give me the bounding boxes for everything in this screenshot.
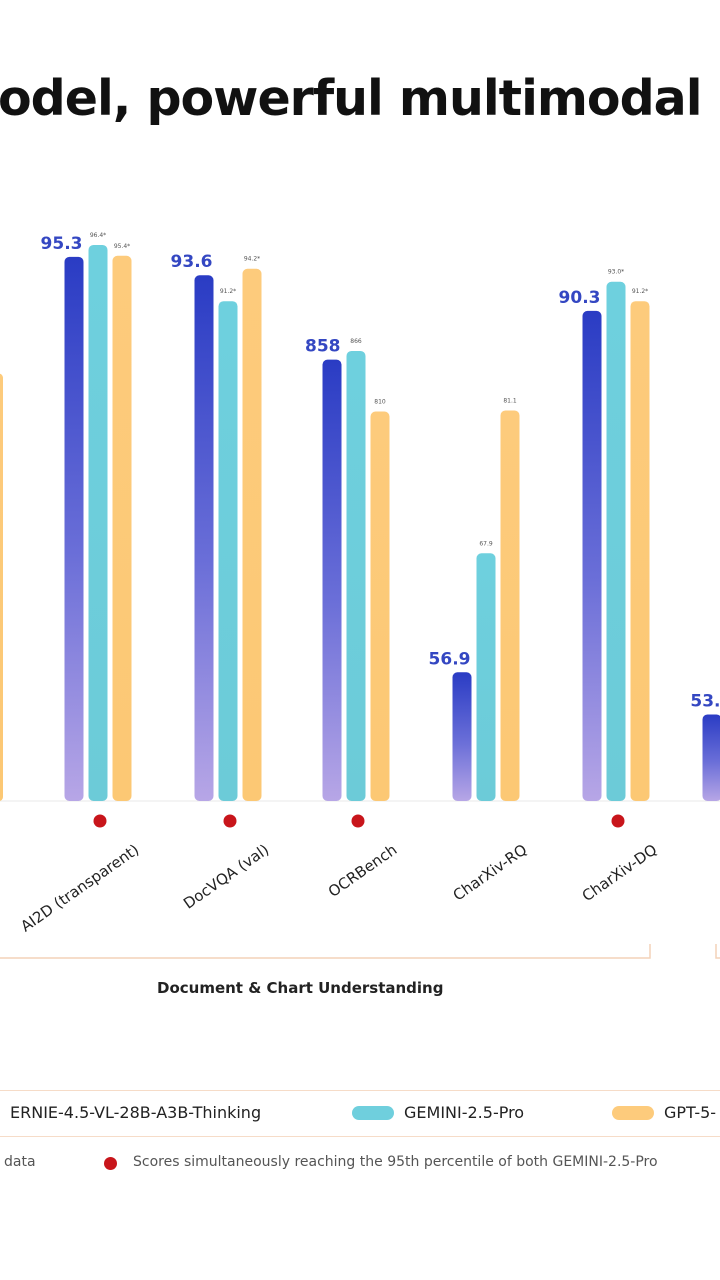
value-label-0-1: 93.6 <box>171 252 213 272</box>
bar-2-4 <box>630 301 650 801</box>
note-dot-text: Scores simultaneously reaching the 95th … <box>133 1154 658 1170</box>
value-label-2-2: 810 <box>374 399 386 406</box>
highlight-dot-2 <box>351 814 365 828</box>
bar-1-4 <box>606 281 626 801</box>
value-label-1-0: 96.4* <box>90 232 106 239</box>
value-label-0-0: 95.3 <box>41 234 83 254</box>
value-label-2-0: 95.4* <box>114 243 130 250</box>
value-label-0-3: 56.9 <box>429 649 471 669</box>
group-label: Document & Chart Understanding <box>157 979 444 997</box>
legend-swatch-gpt <box>612 1106 654 1120</box>
legend-label-gemini: GEMINI-2.5-Pro <box>404 1103 525 1122</box>
value-label-1-4: 93.0* <box>608 269 624 276</box>
value-label-1-1: 91.2* <box>220 288 236 295</box>
note-left: data <box>4 1154 36 1170</box>
legend-swatch-gemini <box>352 1106 394 1120</box>
tick-label-2: OCRBench <box>325 841 400 901</box>
highlight-dot-4 <box>611 814 625 828</box>
bar-partial-gpt <box>0 373 3 801</box>
bar-2-2 <box>370 411 390 801</box>
tick-label-4: CharXiv-DQ <box>579 841 661 906</box>
value-label-0-5: 53. <box>690 691 720 711</box>
legend-label-gpt: GPT-5- <box>664 1103 717 1122</box>
legend-label-ernie: ERNIE-4.5-VL-28B-A3B-Thinking <box>10 1103 262 1122</box>
bar-2-1 <box>242 268 262 801</box>
bar-0-2 <box>322 359 342 801</box>
bar-2-3 <box>500 410 520 801</box>
bar-2-0 <box>112 255 132 801</box>
bar-1-0 <box>88 244 108 802</box>
bar-1-2 <box>346 350 366 801</box>
bar-1-1 <box>218 301 238 801</box>
bar-0-4 <box>582 310 602 801</box>
group-bracket <box>0 944 651 959</box>
bar-1-3 <box>476 553 496 801</box>
tick-label-0: AI2D (transparent) <box>17 841 142 936</box>
next-group-bracket <box>715 944 720 959</box>
bar-0-5 <box>702 714 720 801</box>
value-label-2-3: 81.1 <box>503 397 517 404</box>
note-dot-icon <box>104 1157 117 1170</box>
bar-0-3 <box>452 672 472 801</box>
highlight-dot-0 <box>93 814 107 828</box>
value-label-0-4: 90.3 <box>559 288 601 308</box>
tick-label-1: DocVQA (val) <box>180 841 272 913</box>
bar-0-0 <box>64 256 84 801</box>
value-label-1-2: 866 <box>350 338 362 345</box>
value-label-0-2: 858 <box>305 337 341 357</box>
legend <box>0 1090 720 1137</box>
value-label-1-3: 67.9 <box>479 540 493 547</box>
bar-0-1 <box>194 275 214 802</box>
page-title: odel, powerful multimodal <box>0 70 703 127</box>
tick-label-3: CharXiv-RQ <box>450 841 531 905</box>
value-label-2-1: 94.2* <box>244 256 260 263</box>
highlight-dot-1 <box>223 814 237 828</box>
value-label-2-4: 91.2* <box>632 288 648 295</box>
